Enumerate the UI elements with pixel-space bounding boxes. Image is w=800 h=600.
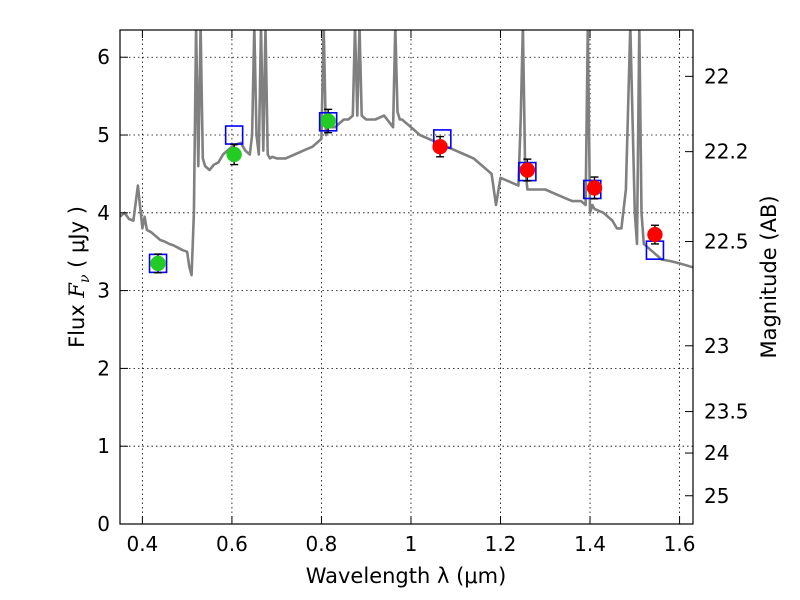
- y-axis-title-suffix: ( μJy ): [65, 206, 89, 274]
- y2-tick-label: 22: [704, 64, 729, 88]
- y-tick-label: 1: [97, 434, 110, 458]
- y-axis-title-prefix: Flux: [65, 298, 89, 348]
- y-tick-label: 0: [97, 512, 110, 536]
- y-tick-label: 5: [97, 123, 110, 147]
- y-tick-label: 3: [97, 279, 110, 303]
- x-tick-label: 1.2: [485, 532, 517, 556]
- plot-frame: [119, 29, 694, 525]
- y2-tick-label: 23: [704, 334, 729, 358]
- x-tick-label: 0.6: [216, 532, 248, 556]
- y2-tick-label: 24: [704, 441, 729, 465]
- optical-photometry-point: [150, 255, 166, 272]
- optical-photometry-point: [320, 113, 336, 129]
- y-axis-title: Flux Fν ( μJy ): [65, 206, 93, 348]
- nir-photometry-point: [647, 226, 663, 243]
- data-layer: [120, 30, 693, 277]
- y-tick-label: 4: [97, 201, 110, 225]
- x-axis-title: Wavelength λ (μm): [306, 564, 507, 588]
- y-axis-title-sub: ν: [77, 274, 93, 283]
- optical-photometry-point: [226, 146, 242, 163]
- y2-tick-label: 25: [704, 484, 729, 508]
- y-tick-label: 6: [97, 45, 110, 69]
- y2-tick-label: 23.5: [704, 400, 749, 424]
- y2-tick-label: 22.5: [704, 230, 749, 254]
- y2-tick-label: 22.2: [704, 140, 749, 164]
- y-axis-title-var: F: [65, 282, 89, 299]
- y-tick-label: 2: [97, 356, 110, 380]
- axes: 0.4 0.6 0.8 1 1.2 1.4 1.601234562222.222.52323…: [97, 30, 749, 556]
- x-tick-label: 1: [405, 532, 418, 556]
- nir-photometry-point: [586, 180, 603, 196]
- x-tick-label: 1.4: [574, 532, 606, 556]
- x-tick-label: 0.4: [126, 532, 158, 556]
- x-tick-label: 0.8: [306, 532, 338, 556]
- nir-photometry-point: [519, 162, 536, 178]
- x-tick-label: 1.6: [664, 532, 696, 556]
- nir-photometry-point: [432, 138, 448, 155]
- model-spectrum-line: [120, 30, 693, 277]
- plot-background: [120, 30, 693, 524]
- y2-axis-title: Magnitude (AB): [757, 195, 781, 358]
